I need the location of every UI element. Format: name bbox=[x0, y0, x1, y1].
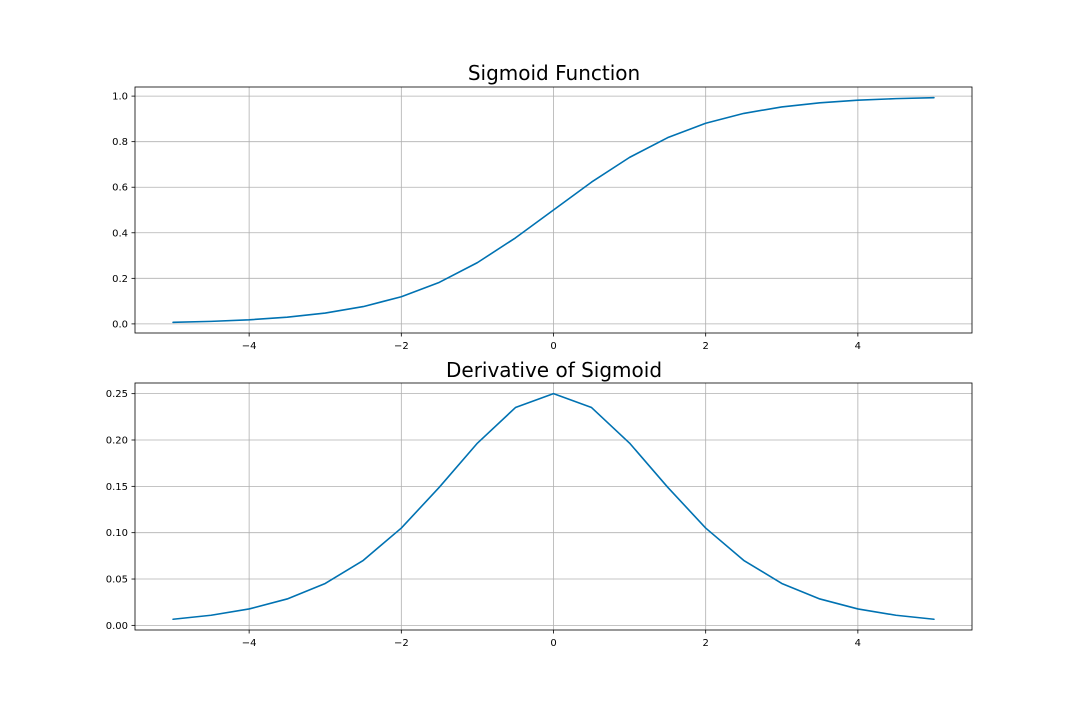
grid-lines bbox=[135, 383, 972, 630]
derivative-chart-panel: Derivative of Sigmoid −4 −2 0 2 4 0.00 0.05 0.1… bbox=[106, 358, 973, 649]
x-tick-label: −2 bbox=[394, 638, 409, 649]
x-tick-label: 0 bbox=[550, 341, 556, 352]
x-tick-label: 4 bbox=[855, 341, 861, 352]
x-tick-label: 0 bbox=[550, 638, 556, 649]
series-line bbox=[172, 392, 935, 621]
chart-title: Sigmoid Function bbox=[468, 61, 640, 85]
y-tick-label: 0.15 bbox=[106, 482, 128, 493]
y-tick-label: 0.10 bbox=[106, 528, 128, 539]
x-tick-label: −2 bbox=[394, 341, 409, 352]
y-tick-label: 0.8 bbox=[112, 137, 128, 148]
plot-area bbox=[172, 392, 935, 621]
plot-area bbox=[172, 96, 935, 324]
y-tick-label: 0.6 bbox=[112, 183, 128, 194]
axes: −4 −2 0 2 4 0.00 0.05 0.10 0.15 0.20 0.25 bbox=[106, 382, 973, 649]
x-tick-label: 4 bbox=[855, 638, 861, 649]
grid-lines bbox=[135, 87, 972, 333]
y-tick-label: 1.0 bbox=[112, 92, 128, 103]
series-line bbox=[172, 96, 935, 324]
chart-title: Derivative of Sigmoid bbox=[446, 358, 662, 382]
x-tick-label: 2 bbox=[702, 341, 708, 352]
y-tick-label: 0.00 bbox=[106, 621, 128, 632]
y-tick-label: 0.4 bbox=[112, 228, 128, 239]
axes: −4 −2 0 2 4 0.0 0.2 0.4 0.6 0.8 1.0 bbox=[112, 86, 973, 352]
x-tick-label: −4 bbox=[242, 638, 257, 649]
x-tick-label: −4 bbox=[242, 341, 257, 352]
x-tick-label: 2 bbox=[702, 638, 708, 649]
sigmoid-chart-panel: Sigmoid Function −4 −2 0 2 4 0.0 0.2 0.4 0.6 0.8 1… bbox=[112, 61, 973, 352]
y-tick-label: 0.0 bbox=[112, 319, 128, 330]
y-tick-label: 0.20 bbox=[106, 436, 128, 447]
y-tick-label: 0.25 bbox=[106, 389, 128, 400]
y-tick-label: 0.2 bbox=[112, 274, 128, 285]
y-tick-label: 0.05 bbox=[106, 575, 128, 586]
